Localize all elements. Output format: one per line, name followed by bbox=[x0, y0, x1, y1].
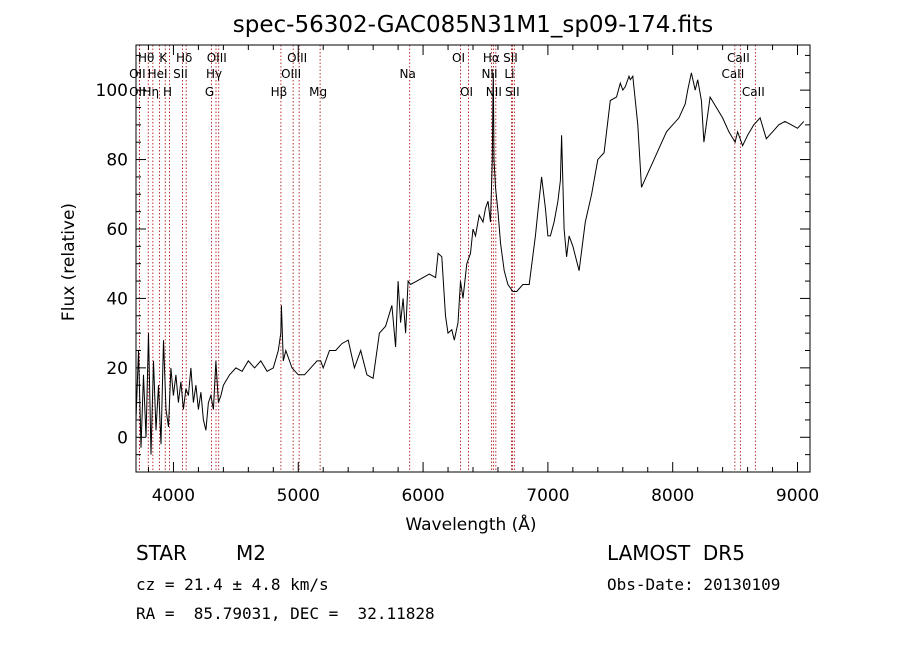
marker-label: Hβ bbox=[271, 85, 288, 99]
marker-label: Li bbox=[504, 67, 514, 81]
marker-label: SII bbox=[503, 51, 518, 65]
marker-label: OII bbox=[129, 85, 146, 99]
marker-label: K bbox=[159, 51, 168, 65]
x-tick-label: 4000 bbox=[152, 486, 195, 506]
marker-label: OI bbox=[452, 51, 465, 65]
y-axis-label: Flux (relative) bbox=[59, 203, 79, 321]
marker-label: Hγ bbox=[206, 67, 222, 81]
marker-label: CaII bbox=[721, 67, 744, 81]
chart-title: spec-56302-GAC085N31M1_sp09-174.fits bbox=[233, 12, 713, 38]
x-axis-label: Wavelength (Å) bbox=[405, 513, 536, 535]
object-subclass: M2 bbox=[236, 541, 266, 565]
marker-label: Hη bbox=[143, 85, 160, 99]
marker-label: Hθ bbox=[138, 51, 154, 65]
x-tick-label: 8000 bbox=[651, 486, 694, 506]
marker-label: Na bbox=[400, 67, 416, 81]
marker-label: H bbox=[163, 85, 172, 99]
y-tick-label: 100 bbox=[96, 81, 128, 101]
object-type: STAR bbox=[136, 541, 187, 565]
marker-label: OII bbox=[129, 67, 146, 81]
marker-label: OI bbox=[460, 85, 473, 99]
survey-label: LAMOST DR5 bbox=[607, 541, 745, 565]
y-tick-label: 80 bbox=[106, 151, 128, 171]
marker-label: G bbox=[205, 85, 214, 99]
x-axis: 4000 5000 6000 7000 8000 9000 bbox=[147, 45, 819, 506]
marker-label: SII bbox=[505, 85, 520, 99]
x-tick-label: 9000 bbox=[776, 486, 819, 506]
marker-label: NII bbox=[481, 67, 497, 81]
y-tick-label: 60 bbox=[106, 220, 128, 240]
marker-label: Mg bbox=[309, 85, 327, 99]
coordinates: RA = 85.79031, DEC = 32.11828 bbox=[136, 604, 435, 623]
y-tick-label: 20 bbox=[106, 359, 128, 379]
x-tick-label: 7000 bbox=[526, 486, 569, 506]
marker-label: Hδ bbox=[176, 51, 192, 65]
marker-label: CaII bbox=[727, 51, 750, 65]
marker-label: SII bbox=[173, 67, 188, 81]
marker-label: OIII bbox=[207, 51, 227, 65]
marker-label: Hα bbox=[483, 51, 500, 65]
marker-label: OIII bbox=[287, 51, 307, 65]
redshift-cz: cz = 21.4 ± 4.8 km/s bbox=[136, 575, 329, 594]
marker-label: HeI bbox=[148, 67, 168, 81]
x-tick-label: 6000 bbox=[401, 486, 444, 506]
y-tick-label: 40 bbox=[106, 289, 128, 309]
line-markers bbox=[138, 45, 756, 472]
marker-label: OIII bbox=[281, 67, 301, 81]
y-tick-label: 0 bbox=[117, 428, 128, 448]
marker-label: CaII bbox=[742, 85, 765, 99]
x-tick-label: 5000 bbox=[277, 486, 320, 506]
y-axis: 0 20 40 60 80 100 bbox=[96, 54, 810, 473]
obs-date: Obs-Date: 20130109 bbox=[607, 575, 780, 594]
spectrum-series-line bbox=[135, 72, 805, 455]
